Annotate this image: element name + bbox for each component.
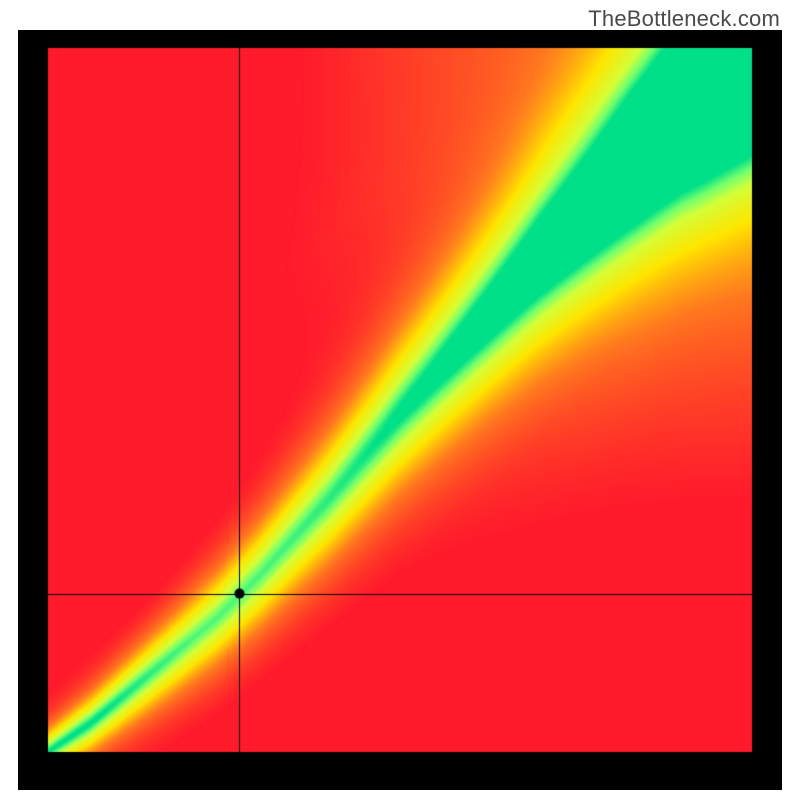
watermark-text: TheBottleneck.com <box>588 6 780 32</box>
chart-frame <box>18 30 782 790</box>
heatmap-canvas <box>18 30 782 790</box>
